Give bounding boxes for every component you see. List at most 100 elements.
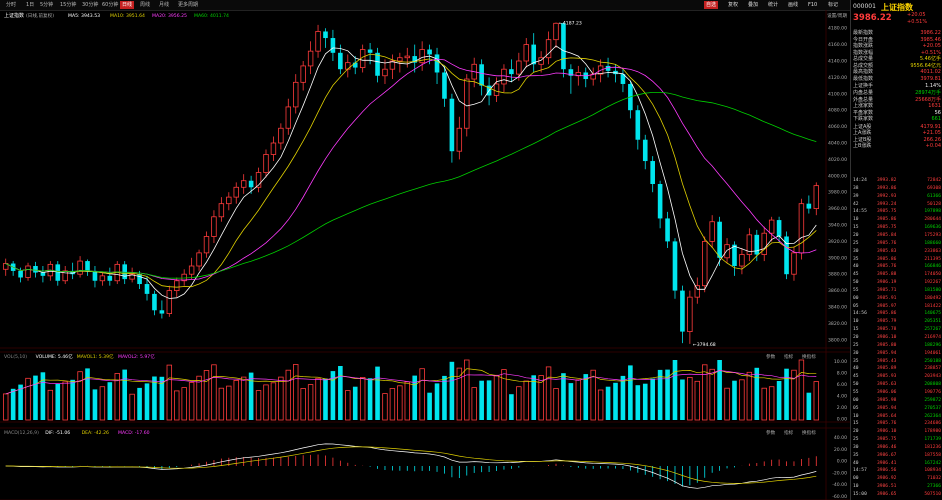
candle-body <box>427 49 432 55</box>
dif-line <box>5 443 817 489</box>
low-price-marker: ←3794.68 <box>693 342 716 348</box>
volume-bar <box>509 394 514 420</box>
candle-body <box>434 54 440 73</box>
tick-price: 3985.80 <box>877 342 897 348</box>
volume-bar <box>18 384 23 420</box>
tick-volume: 108934 <box>924 468 941 474</box>
quote-row-value: 1.14% <box>925 83 941 90</box>
tick-time: 10 <box>853 413 859 419</box>
candle-body <box>382 68 388 77</box>
tick-volume: 280644 <box>924 217 941 223</box>
tick-volume: 203943 <box>924 374 941 380</box>
tick-row: 15 3985.75 169636 <box>853 225 941 231</box>
candle-body <box>107 275 113 281</box>
candle-body <box>605 65 611 71</box>
tick-price: 3986.06 <box>877 389 897 395</box>
toolbar-button-3[interactable]: 统计 <box>768 2 779 8</box>
quote-row-value: 3985.46 <box>920 36 941 43</box>
tick-time: 50 <box>853 280 859 286</box>
tick-volume: 180492 <box>924 295 941 301</box>
period-tab-3[interactable]: 15分钟 <box>60 2 77 8</box>
tick-volume: 205351 <box>924 319 941 325</box>
quote-row-label: 内盘总量 <box>853 89 874 96</box>
dea-line <box>5 446 817 484</box>
volume-bar <box>77 371 83 421</box>
period-tab-8[interactable]: 月线 <box>159 2 170 8</box>
macd-sub-button: 换指标 <box>802 429 816 436</box>
tick-row: 25 3985.80 188296 <box>853 343 941 349</box>
quote-row: 今日开盘 3985.46 <box>853 37 941 43</box>
tick-volume: 234686 <box>924 421 941 427</box>
tick-time: 14:55 <box>853 209 867 215</box>
tick-volume: 216974 <box>924 335 941 340</box>
toolbar-button-4[interactable]: 画线 <box>788 2 799 8</box>
candle-body <box>33 266 38 273</box>
candle-body <box>240 180 247 188</box>
macd-tick-label: 40.00 <box>834 435 847 441</box>
volume-bar <box>122 369 128 420</box>
candle-body <box>255 172 262 188</box>
toolbar-button-6[interactable]: 标记 <box>828 2 839 8</box>
tick-volume: 166846 <box>924 264 941 270</box>
tick-time: 10 <box>853 319 859 325</box>
price-tick-label: 3980.00 <box>828 190 847 196</box>
tick-price: 3985.76 <box>877 240 897 246</box>
volume-bar <box>203 370 210 421</box>
tick-price: 3986.65 <box>877 492 897 497</box>
volume-bar <box>188 382 195 421</box>
volume-bar <box>47 389 54 421</box>
toolbar-button-5[interactable]: F10 <box>808 2 818 8</box>
volume-bar <box>40 372 46 420</box>
period-tab-7[interactable]: 周线 <box>140 2 151 8</box>
volume-bar <box>166 364 173 421</box>
volume-bar <box>709 368 715 421</box>
period-tab-9[interactable]: 更多周期 <box>178 2 199 8</box>
quote-row-label: 最低指数 <box>853 75 874 82</box>
tick-volume: 167242 <box>924 460 941 466</box>
toolbar-button-0[interactable]: 自选 <box>704 1 719 9</box>
toolbar-button-1[interactable]: 复权 <box>728 2 739 8</box>
volume-bar <box>233 379 239 421</box>
tick-volume: 190776 <box>924 389 941 395</box>
candle-body <box>717 221 722 258</box>
tick-row: 00 3985.91 180492 <box>853 296 941 302</box>
volume-bar <box>442 375 447 420</box>
quote-row-label: 上证B股 <box>853 136 872 143</box>
volume-bar <box>412 375 418 420</box>
tick-price: 3985.91 <box>877 295 897 301</box>
quote-row: 上证换手 1.14% <box>853 83 941 89</box>
period-tab-2[interactable]: 5分钟 <box>40 2 54 8</box>
tick-price: 3985.84 <box>877 232 897 238</box>
tick-volume: 140675 <box>924 311 941 317</box>
tick-row: 14:57 3986.56 108934 <box>853 468 941 474</box>
volume-bar <box>702 364 708 421</box>
period-tab-4[interactable]: 30分钟 <box>82 2 99 8</box>
tick-volume: 175293 <box>924 232 941 238</box>
candle-body <box>620 74 626 84</box>
candle-body <box>798 203 805 254</box>
period-tab-0[interactable]: 分时 <box>6 2 17 8</box>
period-tab-6[interactable]: 日线 <box>120 1 135 9</box>
tick-row: 39 3992.93 61366 <box>853 194 941 200</box>
toolbar-button-2[interactable]: 叠加 <box>748 2 759 8</box>
volume-bar <box>389 388 396 421</box>
vol-tick-label: 4.00 <box>837 394 847 400</box>
tick-row: 00 3986.92 71032 <box>853 476 941 482</box>
tick-volume: 194061 <box>924 350 941 356</box>
volume-bar <box>397 385 403 421</box>
period-tab-5[interactable]: 60分钟 <box>102 2 119 8</box>
volume-bar <box>449 361 455 420</box>
quote-row: 总成交额 9556.64亿元 <box>853 63 941 69</box>
candle-body <box>657 184 663 219</box>
period-tab-1[interactable]: 1日 <box>26 2 35 8</box>
macd-legend-item: MACD(12,26,9) <box>4 430 39 436</box>
tick-volume: 174050 <box>924 272 941 278</box>
tick-time: 30 <box>853 350 859 356</box>
tick-price: 3985.86 <box>877 217 897 223</box>
tick-time: 39 <box>853 193 859 199</box>
ma-legend-item: MA10: 3951.64 <box>110 13 145 19</box>
tick-price: 3986.10 <box>877 429 897 435</box>
kline-chart[interactable]: 4180.00 4160.00 4140.00 4120.00 4100.00 4080.… <box>0 0 850 500</box>
candle-body <box>144 284 150 294</box>
tick-time: 30 <box>853 444 859 450</box>
